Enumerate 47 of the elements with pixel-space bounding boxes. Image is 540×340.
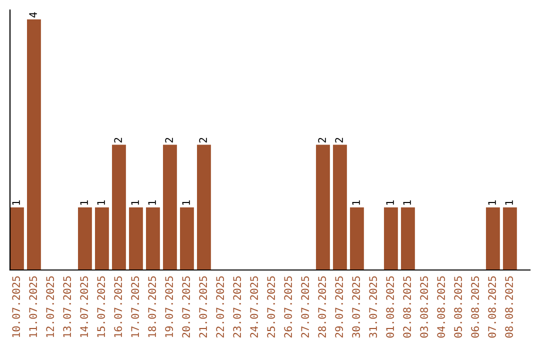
x-tick-label: 04.08.2025 bbox=[437, 276, 445, 338]
x-tick-label: 16.07.2025 bbox=[114, 276, 122, 338]
x-tick-label: 07.08.2025 bbox=[488, 276, 496, 338]
x-tick-label: 24.07.2025 bbox=[250, 276, 258, 338]
x-tick-label: 14.07.2025 bbox=[80, 276, 88, 338]
data-label: 2 bbox=[114, 138, 122, 143]
x-tick-label: 28.07.2025 bbox=[318, 276, 326, 338]
data-label: 1 bbox=[97, 200, 105, 205]
data-label: 1 bbox=[80, 200, 88, 205]
data-label: 1 bbox=[131, 200, 139, 205]
x-tick-label: 29.07.2025 bbox=[335, 276, 343, 338]
x-tick-label: 12.07.2025 bbox=[46, 276, 54, 338]
x-tick-label: 08.08.2025 bbox=[505, 276, 513, 338]
data-label: 2 bbox=[318, 138, 326, 143]
x-tick-label: 31.07.2025 bbox=[369, 276, 377, 338]
x-tick-label: 06.08.2025 bbox=[471, 276, 479, 338]
x-tick-label: 02.08.2025 bbox=[403, 276, 411, 338]
x-tick-label: 13.07.2025 bbox=[63, 276, 72, 338]
x-tick-label: 17.07.2025 bbox=[131, 276, 140, 338]
x-tick-label: 27.07.2025 bbox=[301, 276, 310, 338]
data-label: 1 bbox=[505, 200, 513, 205]
x-tick-label: 30.07.2025 bbox=[352, 276, 360, 338]
data-label: 1 bbox=[352, 200, 360, 205]
data-label: 1 bbox=[12, 200, 20, 205]
data-label: 1 bbox=[148, 200, 156, 205]
x-tick-label: 21.07.2025 bbox=[199, 276, 208, 338]
x-tick-label: 18.07.2025 bbox=[148, 276, 156, 338]
x-tick-label: 26.07.2025 bbox=[284, 276, 292, 338]
x-tick-label: 20.07.2025 bbox=[182, 276, 190, 338]
x-tick-label: 03.08.2025 bbox=[420, 276, 428, 338]
data-label: 2 bbox=[335, 138, 343, 143]
x-tick-label: 15.07.2025 bbox=[97, 276, 106, 338]
x-tick-label: 01.08.2025 bbox=[386, 276, 394, 338]
x-tick-label: 10.07.2025 bbox=[12, 276, 20, 338]
x-tick-label: 23.07.2025 bbox=[233, 276, 242, 338]
x-tick-label: 11.07.2025 bbox=[29, 276, 38, 338]
x-tick-label: 19.07.2025 bbox=[165, 276, 174, 338]
x-tick-label: 05.08.2025 bbox=[454, 276, 462, 338]
x-tick-label: 25.07.2025 bbox=[267, 276, 276, 338]
data-label: 2 bbox=[165, 138, 173, 143]
data-label: 1 bbox=[488, 200, 496, 205]
data-label: 1 bbox=[182, 200, 190, 205]
data-label: 4 bbox=[29, 12, 37, 18]
data-label: 2 bbox=[199, 138, 207, 143]
data-label: 1 bbox=[386, 200, 394, 205]
x-tick-label: 22.07.2025 bbox=[216, 276, 224, 338]
data-label: 1 bbox=[403, 200, 411, 205]
